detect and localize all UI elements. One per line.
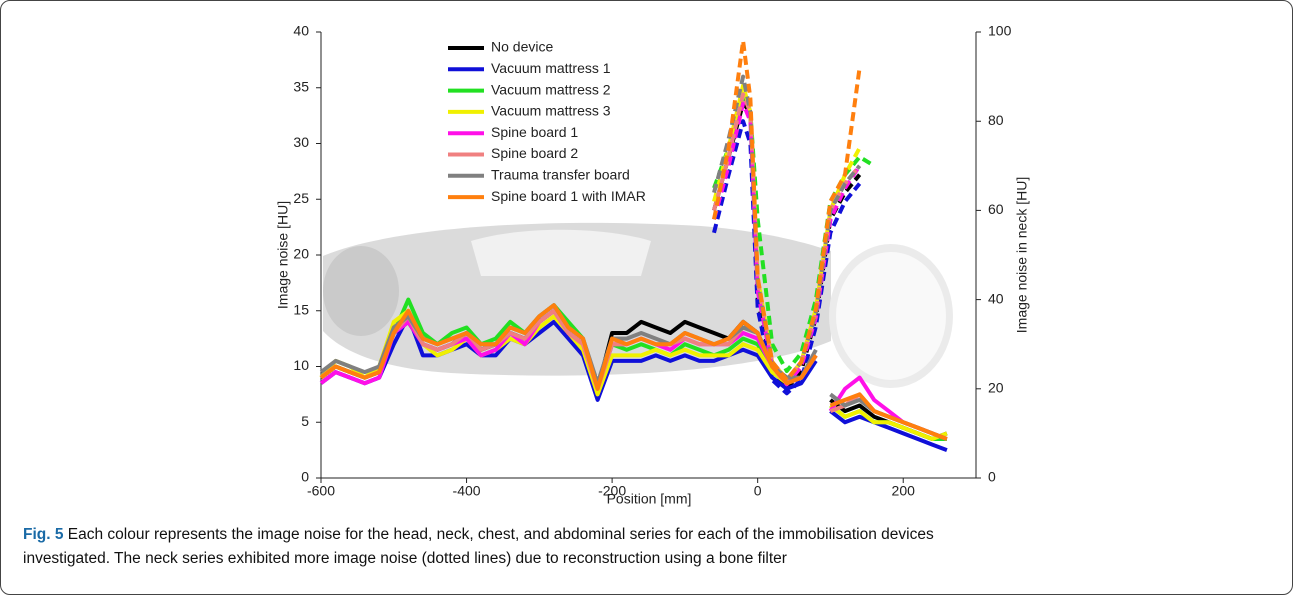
- y-tick-label: 40: [293, 23, 309, 39]
- legend-label: Spine board 2: [491, 145, 578, 161]
- x-tick-label: 0: [754, 483, 762, 499]
- x-tick-label: -600: [307, 483, 335, 499]
- y2-tick-label: 60: [988, 201, 1004, 217]
- y2-tick-label: 20: [988, 380, 1004, 396]
- x-tick-label: 200: [892, 483, 916, 499]
- figure: Position [mm] Image noise [HU] Image noi…: [0, 0, 1293, 595]
- y-tick-label: 10: [293, 357, 309, 373]
- y-tick-label: 15: [293, 301, 309, 317]
- caption-text: Each colour represents the image noise f…: [23, 526, 934, 567]
- legend-label: Vacuum mattress 3: [491, 103, 611, 119]
- legend-label: Spine board 1 with IMAR: [491, 188, 646, 204]
- y-tick-label: 20: [293, 246, 309, 262]
- y-tick-label: 35: [293, 78, 309, 94]
- caption: Fig. 5 Each colour represents the image …: [23, 523, 1023, 571]
- y2-tick-label: 80: [988, 112, 1004, 128]
- legend-label: Trauma transfer board: [491, 167, 630, 183]
- legend-label: No device: [491, 39, 553, 55]
- y-axis-label: Image noise [HU]: [275, 201, 291, 309]
- legend-label: Spine board 1: [491, 124, 578, 140]
- caption-label: Fig. 5: [23, 526, 63, 543]
- y2-axis-label: Image noise in neck [HU]: [1014, 177, 1030, 333]
- x-tick-label: -200: [598, 483, 626, 499]
- chart: Position [mm] Image noise [HU] Image noi…: [1, 1, 1292, 516]
- y-tick-label: 25: [293, 190, 309, 206]
- y2-tick-label: 0: [988, 469, 996, 485]
- legend-label: Vacuum mattress 1: [491, 60, 611, 76]
- y2-tick-label: 100: [988, 23, 1012, 39]
- y-tick-label: 30: [293, 134, 309, 150]
- y2-tick-label: 40: [988, 290, 1004, 306]
- y-tick-label: 0: [301, 469, 309, 485]
- y-tick-label: 5: [301, 413, 309, 429]
- x-tick-label: -400: [453, 483, 481, 499]
- ct-background: [323, 223, 953, 388]
- legend-label: Vacuum mattress 2: [491, 81, 611, 97]
